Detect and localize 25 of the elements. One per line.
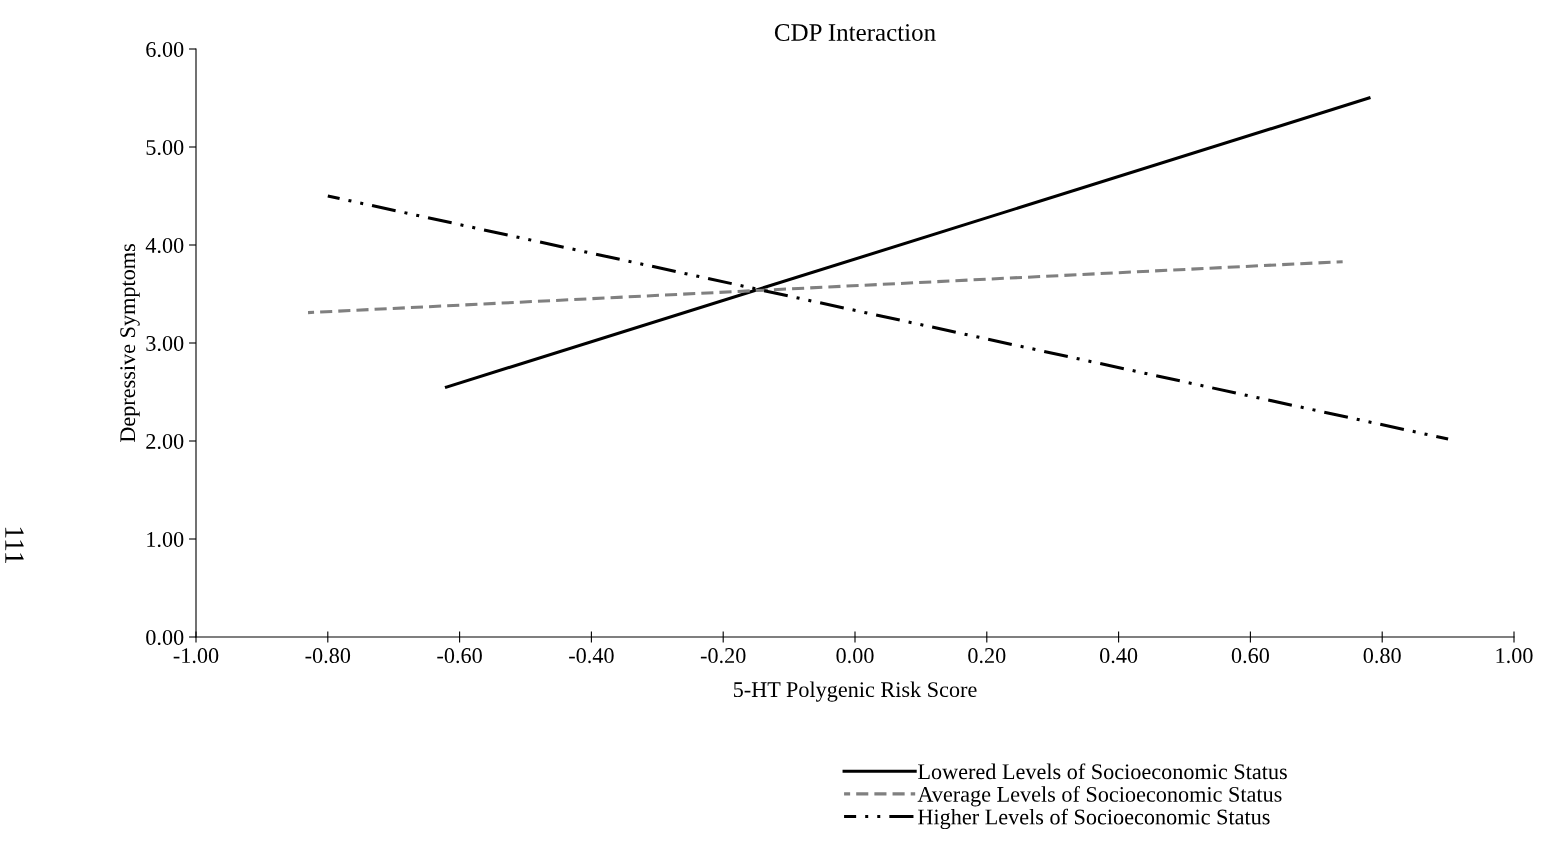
- y-axis-title: Depressive Symptoms: [120, 244, 140, 443]
- x-tick-label: 1.00: [1496, 648, 1533, 664]
- chart-title: CDP Interaction: [774, 24, 936, 41]
- legend-label: Lowered Levels of Socioeconomic Status: [918, 763, 1287, 780]
- y-tick-label: 4.00: [145, 237, 184, 254]
- x-tick-label: -0.20: [700, 648, 746, 664]
- y-tick-label: 0.00: [146, 629, 184, 646]
- x-tick-label: -1.00: [173, 648, 219, 664]
- y-tick-label: 3.00: [146, 335, 184, 352]
- x-tick-label: 0.20: [968, 648, 1006, 664]
- text: 111: [5, 527, 24, 564]
- y-tick-label: 1.00: [147, 531, 184, 548]
- y-tick-label: 6.00: [146, 41, 184, 58]
- x-tick-label: 0.80: [1363, 648, 1401, 664]
- x-tick-label: 0.60: [1231, 648, 1269, 664]
- y-tick-label: 5.00: [146, 139, 184, 156]
- y-tick-label: 2.00: [146, 433, 184, 450]
- x-tick-label: -0.60: [437, 648, 482, 664]
- legend-label: Higher Levels of Socioeconomic Status: [918, 808, 1270, 830]
- x-tick-label: -0.80: [305, 648, 351, 664]
- x-tick-label: 0.00: [836, 648, 874, 664]
- legend-label: Average Levels of Socioeconomic Status: [917, 786, 1282, 807]
- x-tick-label: -0.40: [569, 648, 614, 664]
- x-tick-label: 0.40: [1100, 648, 1138, 664]
- x-axis-title: 5-HT Polygenic Risk Score: [733, 681, 977, 702]
